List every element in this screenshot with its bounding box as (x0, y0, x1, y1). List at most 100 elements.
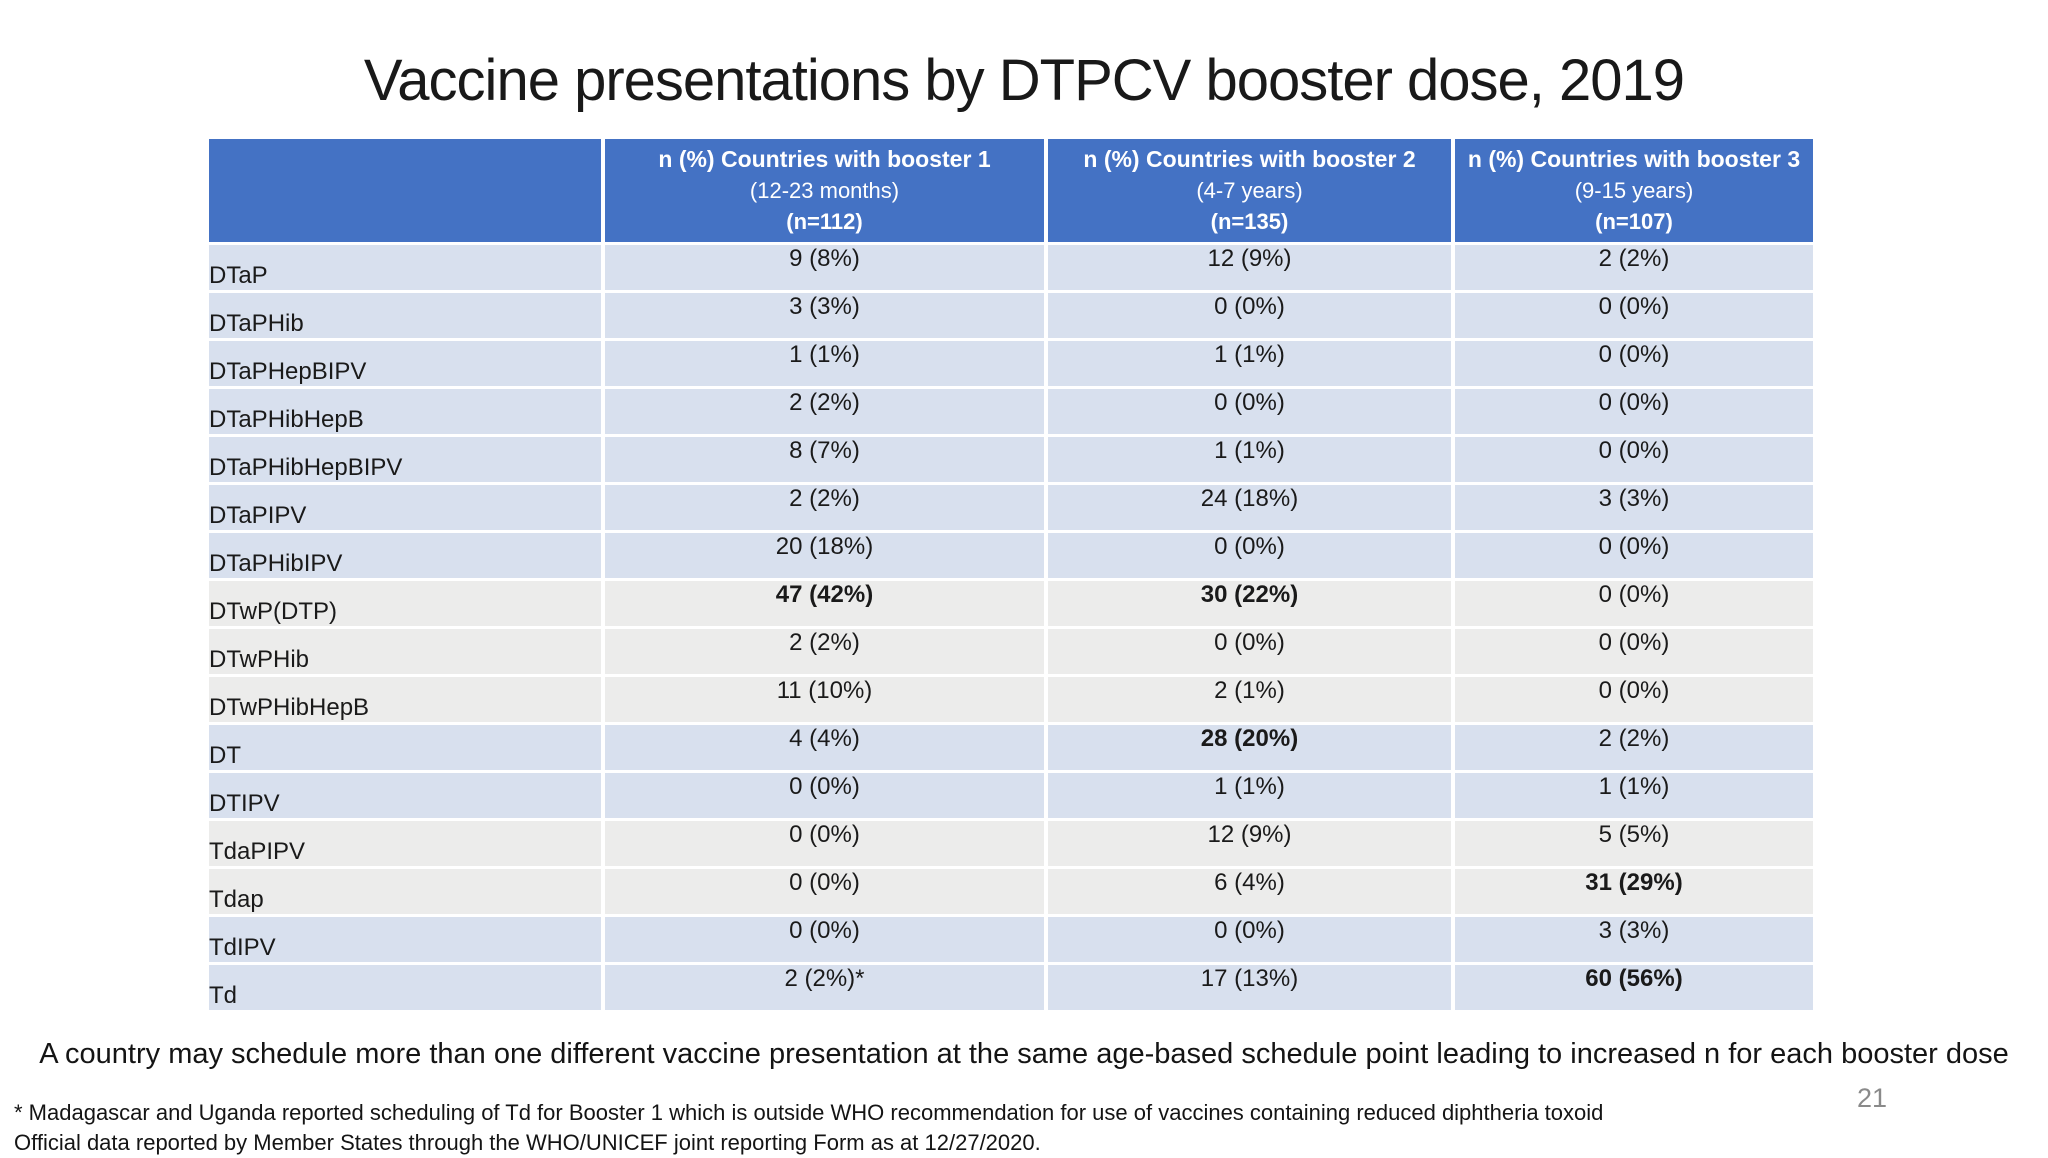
cell-booster2: 30 (22%) (1046, 578, 1455, 628)
vaccine-presentations-table: n (%) Countries with booster 1 (12-23 mo… (209, 139, 1813, 1010)
cell-booster3: 0 (0%) (1453, 626, 1813, 676)
cell-booster3: 0 (0%) (1453, 290, 1813, 340)
cell-booster1: 0 (0%) (603, 914, 1048, 964)
cell-booster2: 17 (13%) (1046, 962, 1455, 1010)
table-row: DTwPHib 2 (2%) 0 (0%) 0 (0%) (209, 626, 1813, 676)
schedule-note: A country may schedule more than one dif… (39, 1038, 2009, 1070)
cell-booster3: 3 (3%) (1453, 914, 1813, 964)
table-row: Tdap 0 (0%) 6 (4%) 31 (29%) (209, 866, 1813, 916)
cell-booster1: 2 (2%)* (603, 962, 1048, 1010)
row-label: DTwP(DTP) (209, 578, 605, 628)
cell-booster1: 2 (2%) (603, 482, 1048, 532)
row-label: DTaPHepBIPV (209, 338, 605, 388)
cell-booster2: 1 (1%) (1046, 434, 1455, 484)
cell-booster3: 0 (0%) (1453, 674, 1813, 724)
header-booster1-age: (12-23 months) (749, 178, 900, 203)
row-label: Tdap (209, 866, 605, 916)
cell-booster3: 1 (1%) (1453, 770, 1813, 820)
row-label: DT (209, 722, 605, 772)
cell-booster2: 12 (9%) (1046, 818, 1455, 868)
cell-booster2: 6 (4%) (1046, 866, 1455, 916)
cell-booster1: 2 (2%) (603, 386, 1048, 436)
header-booster1-n: (n=112) (786, 209, 863, 234)
cell-booster3: 0 (0%) (1453, 434, 1813, 484)
cell-booster3: 2 (2%) (1453, 722, 1813, 772)
table-row: DTaPIPV 2 (2%) 24 (18%) 3 (3%) (209, 482, 1813, 532)
footnotes: * Madagascar and Uganda reported schedul… (14, 1098, 1694, 1158)
header-booster3-age: (9-15 years) (1574, 178, 1694, 203)
cell-booster1: 0 (0%) (603, 818, 1048, 868)
page-number: 21 (1857, 1083, 1888, 1113)
cell-booster2: 0 (0%) (1046, 290, 1455, 340)
cell-booster1: 20 (18%) (603, 530, 1048, 580)
cell-booster2: 2 (1%) (1046, 674, 1455, 724)
cell-booster2: 28 (20%) (1046, 722, 1455, 772)
cell-booster2: 24 (18%) (1046, 482, 1455, 532)
row-label: DTaPHibHepB (209, 386, 605, 436)
header-cell-booster1: n (%) Countries with booster 1 (12-23 mo… (603, 139, 1048, 244)
cell-booster3: 0 (0%) (1453, 386, 1813, 436)
cell-booster3: 0 (0%) (1453, 338, 1813, 388)
row-label: Td (209, 962, 605, 1010)
cell-booster1: 1 (1%) (603, 338, 1048, 388)
cell-booster2: 1 (1%) (1046, 770, 1455, 820)
row-label: DTaP (209, 242, 605, 292)
table-row: DT 4 (4%) 28 (20%) 2 (2%) (209, 722, 1813, 772)
row-label: DTaPHibHepBIPV (209, 434, 605, 484)
table-row: DTwP(DTP) 47 (42%) 30 (22%) 0 (0%) (209, 578, 1813, 628)
cell-booster2: 1 (1%) (1046, 338, 1455, 388)
row-label: DTaPHibIPV (209, 530, 605, 580)
cell-booster2: 0 (0%) (1046, 914, 1455, 964)
cell-booster2: 0 (0%) (1046, 626, 1455, 676)
table-row: TdIPV 0 (0%) 0 (0%) 3 (3%) (209, 914, 1813, 964)
row-label: DTwPHib (209, 626, 605, 676)
table-row: DTaPHibHepBIPV 8 (7%) 1 (1%) 0 (0%) (209, 434, 1813, 484)
cell-booster1: 4 (4%) (603, 722, 1048, 772)
header-booster3-title: n (%) Countries with booster 3 (1467, 146, 1801, 172)
cell-booster1: 8 (7%) (603, 434, 1048, 484)
cell-booster3: 31 (29%) (1453, 866, 1813, 916)
table-row: TdaPIPV 0 (0%) 12 (9%) 5 (5%) (209, 818, 1813, 868)
cell-booster2: 0 (0%) (1046, 530, 1455, 580)
cell-booster1: 9 (8%) (603, 242, 1048, 292)
row-label: DTwPHibHepB (209, 674, 605, 724)
footnote-source: Official data reported by Member States … (14, 1130, 1041, 1155)
cell-booster2: 12 (9%) (1046, 242, 1455, 292)
row-label: TdIPV (209, 914, 605, 964)
cell-booster2: 0 (0%) (1046, 386, 1455, 436)
table-row: DTaPHib 3 (3%) 0 (0%) 0 (0%) (209, 290, 1813, 340)
header-cell-booster3: n (%) Countries with booster 3 (9-15 yea… (1453, 139, 1813, 244)
cell-booster3: 0 (0%) (1453, 578, 1813, 628)
cell-booster3: 3 (3%) (1453, 482, 1813, 532)
cell-booster1: 3 (3%) (603, 290, 1048, 340)
page-title: Vaccine presentations by DTPCV booster d… (363, 48, 1685, 113)
header-booster3-n: (n=107) (1595, 209, 1673, 234)
header-cell-booster2: n (%) Countries with booster 2 (4-7 year… (1046, 139, 1455, 244)
table-row: DTaP 9 (8%) 12 (9%) 2 (2%) (209, 242, 1813, 292)
cell-booster1: 0 (0%) (603, 866, 1048, 916)
table-row: DTaPHibHepB 2 (2%) 0 (0%) 0 (0%) (209, 386, 1813, 436)
cell-booster3: 60 (56%) (1453, 962, 1813, 1010)
cell-booster3: 2 (2%) (1453, 242, 1813, 292)
header-booster2-n: (n=135) (1210, 209, 1289, 234)
row-label: DTaPHib (209, 290, 605, 340)
cell-booster1: 2 (2%) (603, 626, 1048, 676)
table-row: Td 2 (2%)* 17 (13%) 60 (56%) (209, 962, 1813, 1010)
table-row: DTIPV 0 (0%) 1 (1%) 1 (1%) (209, 770, 1813, 820)
cell-booster3: 0 (0%) (1453, 530, 1813, 580)
header-booster2-title: n (%) Countries with booster 2 (1083, 146, 1416, 172)
table-row: DTwPHibHepB 11 (10%) 2 (1%) 0 (0%) (209, 674, 1813, 724)
header-cell-blank (209, 139, 605, 244)
header-row: n (%) Countries with booster 1 (12-23 mo… (209, 139, 1813, 244)
cell-booster1: 47 (42%) (603, 578, 1048, 628)
cell-booster1: 11 (10%) (603, 674, 1048, 724)
row-label: DTaPIPV (209, 482, 605, 532)
cell-booster1: 0 (0%) (603, 770, 1048, 820)
table-row: DTaPHibIPV 20 (18%) 0 (0%) 0 (0%) (209, 530, 1813, 580)
footnote-asterisk: * Madagascar and Uganda reported schedul… (14, 1100, 1604, 1125)
header-booster2-age: (4-7 years) (1196, 178, 1303, 203)
header-booster1-title: n (%) Countries with booster 1 (658, 146, 991, 172)
row-label: TdaPIPV (209, 818, 605, 868)
cell-booster3: 5 (5%) (1453, 818, 1813, 868)
row-label: DTIPV (209, 770, 605, 820)
